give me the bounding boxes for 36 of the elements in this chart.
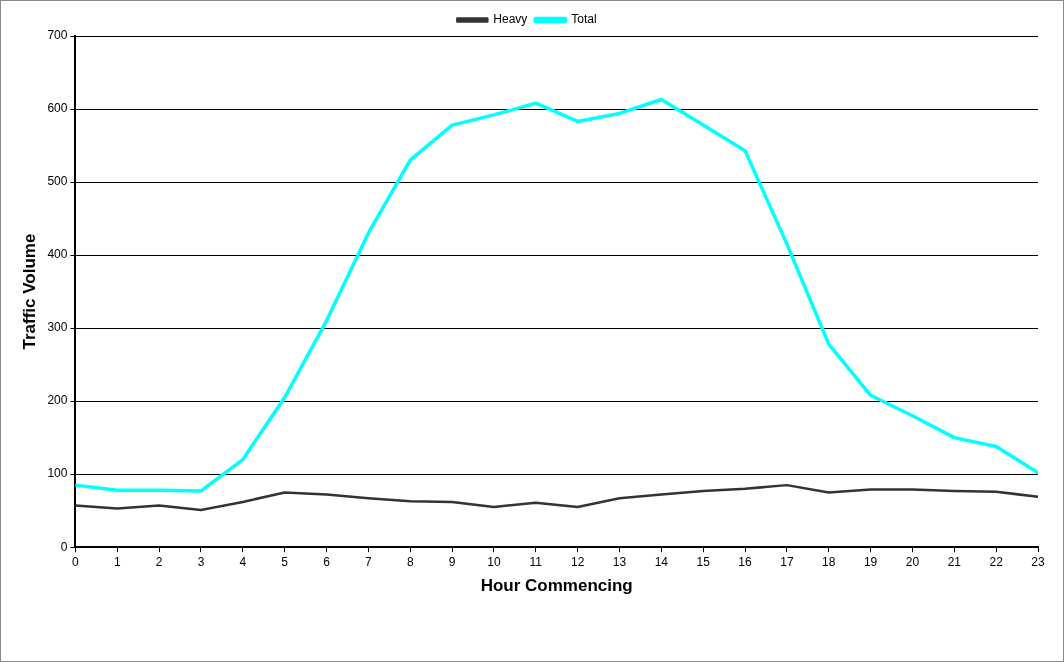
x-tick-label: 9 (448, 554, 456, 569)
y-tick-label: 300 (47, 320, 68, 335)
y-tick-label: 700 (47, 28, 68, 43)
x-tick-label: 11 (529, 554, 543, 569)
x-tick-label: 16 (738, 554, 753, 569)
x-tick-label: 6 (323, 554, 331, 569)
x-tick-label: 15 (696, 554, 711, 569)
x-tick-label: 21 (947, 554, 962, 569)
x-tick-label: 2 (155, 554, 163, 569)
y-tick-label: 200 (47, 393, 68, 408)
x-tick-label: 23 (1031, 554, 1045, 569)
y-tick-label: 500 (47, 174, 68, 189)
x-tick-label: 8 (406, 554, 414, 569)
legend-label: Total (571, 12, 597, 27)
y-tick-label: 600 (47, 101, 68, 116)
y-tick-label: 0 (60, 539, 68, 554)
x-tick-label: 4 (239, 554, 247, 569)
x-tick-label: 18 (822, 554, 836, 569)
x-tick-label: 22 (989, 554, 1004, 569)
y-tick-label: 400 (47, 247, 68, 262)
x-tick-label: 20 (905, 554, 920, 569)
legend-label: Heavy (493, 12, 528, 27)
y-axis-title: Traffic Volume (19, 233, 39, 350)
x-tick-label: 12 (570, 554, 585, 569)
x-tick-label: 7 (365, 554, 373, 569)
x-axis-title: Hour Commencing (480, 576, 633, 596)
x-tick-label: 10 (487, 554, 501, 569)
x-tick-label: 17 (780, 554, 794, 569)
x-tick-label: 1 (113, 554, 121, 569)
x-tick-label: 3 (197, 554, 205, 569)
y-tick-label: 100 (47, 466, 68, 481)
x-tick-label: 14 (654, 554, 669, 569)
x-tick-label: 5 (281, 554, 289, 569)
x-tick-label: 0 (72, 554, 80, 569)
x-tick-label: 13 (612, 554, 627, 569)
x-tick-label: 19 (863, 554, 878, 569)
